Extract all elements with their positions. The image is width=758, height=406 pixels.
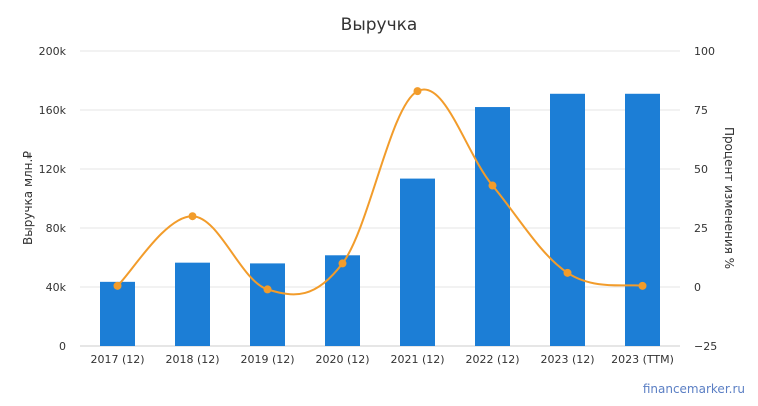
line-point [338, 259, 347, 268]
line-point [113, 281, 122, 290]
bar [100, 281, 135, 346]
bar [550, 93, 585, 347]
line-point [188, 212, 197, 221]
bar [175, 262, 210, 346]
y-left-tick-label: 200k [39, 45, 67, 58]
x-tick-label: 2020 (12) [315, 353, 369, 366]
x-tick-label: 2018 (12) [165, 353, 219, 366]
y-left-axis-title: Выручка млн.₽ [21, 151, 35, 245]
x-tick-label: 2023 (12) [540, 353, 594, 366]
y-right-tick-label: 100 [694, 45, 715, 58]
y-right-tick-label: −25 [694, 340, 717, 353]
x-tick-label: 2022 (12) [465, 353, 519, 366]
line-point [563, 268, 572, 277]
bar [325, 255, 360, 346]
x-tick-label: 2017 (12) [90, 353, 144, 366]
line-point [638, 281, 647, 290]
y-right-tick-label: 0 [694, 281, 701, 294]
bar [475, 107, 510, 346]
bar [625, 93, 660, 347]
y-right-tick-label: 50 [694, 163, 708, 176]
bar [400, 178, 435, 346]
line-point [263, 285, 272, 294]
series-line [116, 88, 643, 296]
y-left-tick-label: 0 [59, 340, 66, 353]
y-left-tick-label: 80k [46, 222, 67, 235]
line-point [488, 181, 497, 190]
y-right-tick-label: 75 [694, 104, 708, 117]
x-tick-label: 2023 (TTM) [611, 353, 674, 366]
bar [250, 263, 285, 346]
y-right-tick-label: 25 [694, 222, 708, 235]
y-left-tick-label: 120k [39, 163, 67, 176]
x-tick-label: 2021 (12) [390, 353, 444, 366]
watermark: financemarker.ru [643, 382, 745, 396]
y-left-tick-label: 40k [46, 281, 67, 294]
x-tick-label: 2019 (12) [240, 353, 294, 366]
chart-title: Выручка [341, 15, 418, 35]
y-right-axis-title: Процент изменения % [722, 127, 736, 269]
y-left-tick-label: 160k [39, 104, 67, 117]
line-point [413, 87, 422, 96]
